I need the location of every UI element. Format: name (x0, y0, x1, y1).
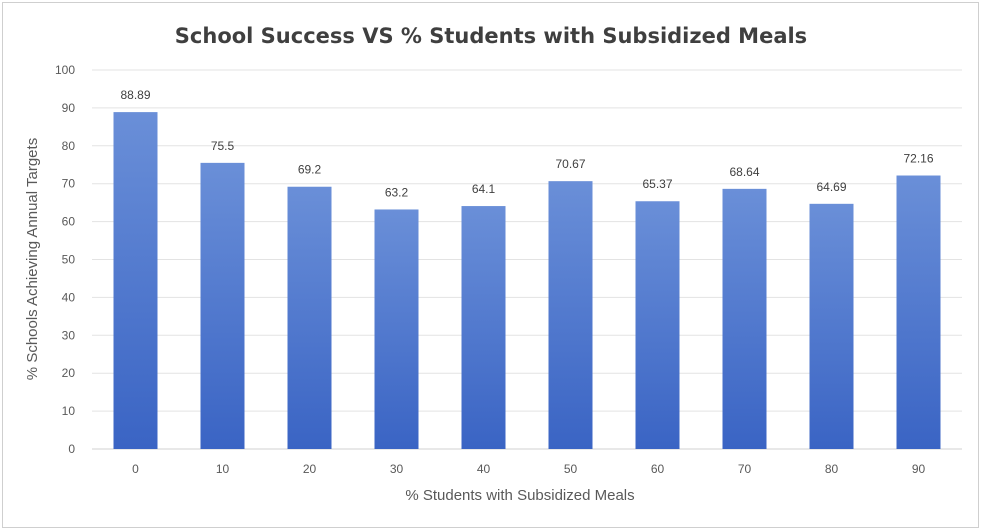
bars (113, 112, 941, 450)
bar (287, 186, 332, 449)
data-label: 64.69 (816, 180, 846, 194)
y-tick-label: 20 (62, 366, 76, 380)
x-tick-label: 80 (825, 462, 839, 476)
bar (635, 201, 680, 449)
bar (548, 181, 593, 449)
y-axis-label: % Schools Achieving Annual Targets (24, 138, 41, 380)
x-tick-label: 10 (216, 462, 230, 476)
data-label: 72.16 (903, 152, 933, 166)
bar (374, 209, 419, 449)
y-axis-ticks: 0 10 20 30 40 50 60 70 80 90 100 (55, 63, 75, 456)
data-label: 70.67 (555, 157, 585, 171)
data-labels: 88.89 75.5 69.2 63.2 64.1 70.67 65.37 68.64 64.6… (120, 88, 933, 199)
bar (809, 203, 854, 449)
y-tick-label: 70 (62, 177, 76, 191)
y-tick-label: 30 (62, 328, 76, 342)
y-tick-label: 0 (68, 442, 75, 456)
data-label: 65.37 (642, 177, 672, 191)
y-tick-label: 60 (62, 215, 76, 229)
x-tick-label: 0 (132, 462, 139, 476)
x-axis-label: % Students with Subsidized Meals (405, 487, 634, 504)
data-label: 69.2 (298, 163, 322, 177)
y-tick-label: 100 (55, 63, 75, 77)
bar (113, 112, 158, 449)
data-label: 63.2 (385, 185, 409, 199)
x-tick-label: 90 (912, 462, 926, 476)
y-tick-label: 50 (62, 253, 76, 267)
x-tick-label: 50 (564, 462, 578, 476)
data-label: 64.1 (472, 182, 496, 196)
data-label: 75.5 (211, 139, 235, 153)
x-axis-ticks: 0 10 20 30 40 50 60 70 80 90 (132, 462, 925, 476)
y-tick-label: 90 (62, 101, 76, 115)
chart-title: School Success VS % Students with Subsid… (175, 24, 807, 48)
data-label: 68.64 (729, 165, 759, 179)
y-tick-label: 10 (62, 404, 76, 418)
bar (200, 162, 245, 450)
bar (461, 206, 506, 449)
x-tick-label: 30 (390, 462, 404, 476)
x-tick-label: 70 (738, 462, 752, 476)
y-tick-label: 40 (62, 290, 76, 304)
bar (896, 175, 941, 449)
bar (722, 188, 767, 449)
x-tick-label: 60 (651, 462, 665, 476)
data-label: 88.89 (120, 88, 150, 102)
x-tick-label: 20 (303, 462, 317, 476)
x-tick-label: 40 (477, 462, 491, 476)
y-tick-label: 80 (62, 139, 76, 153)
